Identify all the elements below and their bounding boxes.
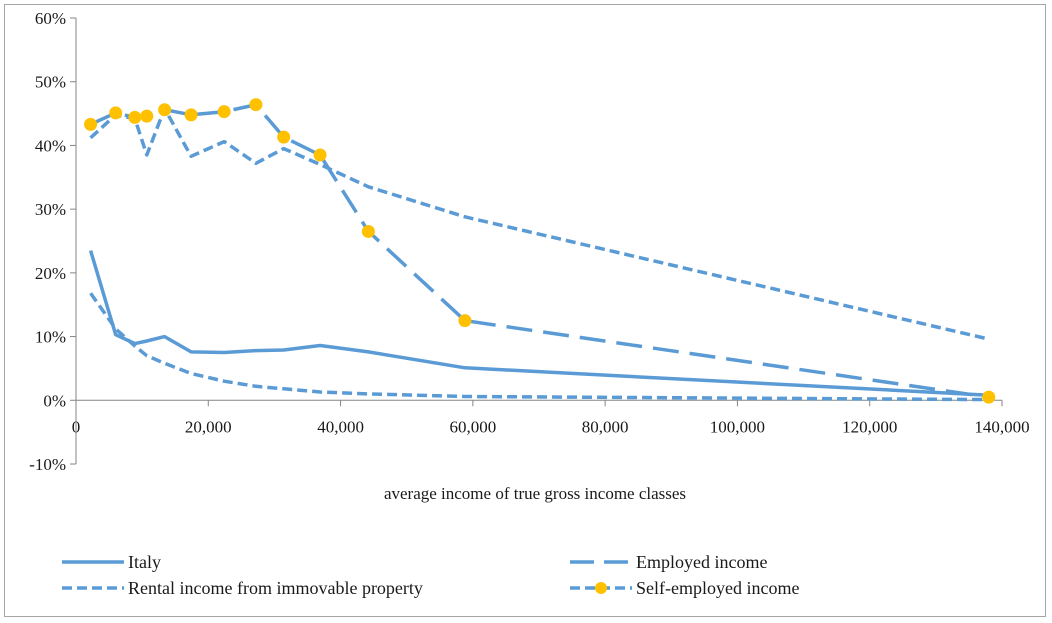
y-tick-label: 10% (35, 328, 66, 347)
y-tick-label: 30% (35, 200, 66, 219)
y-tick-label: 60% (35, 9, 66, 28)
legend-label: Rental income from immovable property (128, 578, 423, 598)
legend-label: Employed income (636, 552, 767, 572)
data-point-marker (277, 130, 291, 144)
legend-item-0: Italy (62, 552, 161, 572)
data-point-marker (361, 224, 375, 238)
legend-item-1: Employed income (570, 552, 767, 572)
x-tick-label: 80,000 (582, 417, 629, 436)
x-tick-label: 20,000 (185, 417, 232, 436)
series-line-0 (88, 250, 989, 397)
data-point-marker (84, 117, 98, 131)
legend: Italy Employed income Rental income from i… (62, 552, 799, 598)
x-tick-label: 120,000 (842, 417, 897, 436)
chart-frame (4, 4, 1046, 617)
legend-label: Italy (128, 552, 161, 572)
series-line-3 (89, 292, 989, 402)
y-tick-label: 50% (35, 73, 66, 92)
legend-marker (595, 582, 607, 594)
data-point-marker (140, 109, 154, 123)
data-point-marker (217, 105, 231, 119)
marker-layer (84, 98, 996, 404)
x-tick-label: 40,000 (317, 417, 364, 436)
series-layer (88, 102, 990, 402)
axes: -10% 0% 10% 20% 30% 40% 50% 60% 0 20,000 40,000 60,… (29, 9, 1029, 474)
y-tick-label: 20% (35, 264, 66, 283)
series-line-2 (89, 106, 990, 341)
legend-item-2: Rental income from immovable property (62, 578, 423, 598)
x-tick-label: 60,000 (449, 417, 496, 436)
x-tick-label: 100,000 (710, 417, 765, 436)
data-point-marker (982, 390, 996, 404)
legend-label: Self-employed income (636, 578, 799, 598)
data-point-marker (249, 98, 263, 112)
x-tick-label: 0 (72, 417, 81, 436)
data-point-marker (313, 148, 327, 162)
data-point-marker (184, 108, 198, 122)
x-tick-label: 140,000 (974, 417, 1029, 436)
x-axis-title: average income of true gross income clas… (384, 484, 686, 503)
legend-item-3: Self-employed income (570, 578, 799, 598)
y-tick-label: 0% (43, 391, 66, 410)
data-point-marker (458, 314, 472, 328)
data-point-marker (109, 106, 123, 120)
data-point-marker (128, 110, 142, 124)
data-point-marker (158, 103, 172, 117)
y-tick-label: -10% (29, 455, 66, 474)
y-tick-label: 40% (35, 136, 66, 155)
